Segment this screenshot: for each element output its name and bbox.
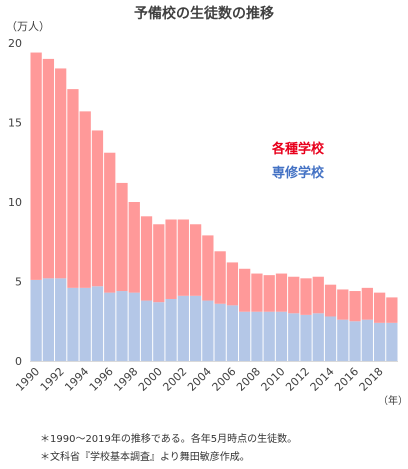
bar-segment-2011-series-0 bbox=[288, 313, 300, 361]
bar-segment-1996-series-0 bbox=[104, 292, 116, 361]
bar-segment-2009-series-1 bbox=[263, 275, 275, 312]
x-tick-label-2012: 2012 bbox=[283, 365, 312, 394]
x-tick-label-1998: 1998 bbox=[111, 365, 140, 394]
bar-segment-1997-series-1 bbox=[116, 182, 128, 292]
x-tick-label-2004: 2004 bbox=[185, 365, 214, 394]
bar-segment-1994-series-0 bbox=[79, 287, 91, 361]
bar-segment-2012-series-1 bbox=[300, 278, 312, 315]
bar-segment-1997-series-0 bbox=[116, 291, 128, 361]
bar-segment-2002-series-1 bbox=[177, 219, 189, 296]
bar-segment-2001-series-1 bbox=[165, 219, 177, 299]
footnote-period: ＊1990～2019年の推移である。各年5月時点の生徒数。 bbox=[40, 432, 297, 445]
bar-segment-2001-series-0 bbox=[165, 298, 177, 361]
legend-entry-0: 各種学校 bbox=[271, 141, 325, 157]
bar-segment-2017-series-1 bbox=[361, 287, 373, 320]
bar-segment-2018-series-0 bbox=[373, 322, 386, 361]
y-tick-label-10: 10 bbox=[8, 196, 22, 209]
x-tick-label-1994: 1994 bbox=[62, 365, 91, 394]
bar-segment-1992-series-1 bbox=[55, 68, 67, 279]
x-tick-label-2018: 2018 bbox=[357, 365, 386, 394]
y-tick-label-20: 20 bbox=[8, 37, 22, 50]
bar-segment-2008-series-1 bbox=[251, 273, 263, 312]
bar-segment-1998-series-0 bbox=[128, 292, 140, 361]
bar-segment-2007-series-1 bbox=[239, 268, 251, 312]
bar-segment-2016-series-1 bbox=[349, 291, 361, 322]
bar-segment-2002-series-0 bbox=[177, 295, 189, 361]
y-axis-label: （万人） bbox=[6, 20, 50, 33]
bar-segment-2012-series-0 bbox=[300, 314, 312, 361]
bar-segment-1999-series-1 bbox=[140, 216, 153, 301]
x-tick-label-2010: 2010 bbox=[259, 365, 288, 394]
x-tick-label-2014: 2014 bbox=[308, 365, 337, 394]
bar-segment-2003-series-0 bbox=[189, 295, 202, 361]
bar-segment-2006-series-1 bbox=[226, 262, 239, 306]
bar-segment-2015-series-1 bbox=[337, 289, 349, 320]
bar-segment-2000-series-0 bbox=[153, 302, 165, 361]
bar-segment-2013-series-1 bbox=[312, 276, 324, 314]
x-tick-label-2016: 2016 bbox=[332, 365, 361, 394]
legend-entry-1: 専修学校 bbox=[272, 165, 325, 181]
bar-segment-2003-series-1 bbox=[189, 224, 202, 296]
bar-segment-2010-series-1 bbox=[275, 273, 288, 312]
bar-segment-2004-series-0 bbox=[202, 300, 214, 361]
bar-segment-2009-series-0 bbox=[263, 311, 275, 361]
x-tick-label-1996: 1996 bbox=[87, 365, 116, 394]
bar-segment-2015-series-0 bbox=[337, 319, 349, 361]
bar-segment-2014-series-1 bbox=[324, 284, 337, 317]
y-tick-label-15: 15 bbox=[8, 117, 22, 130]
chart-title: 予備校の生徒数の推移 bbox=[134, 5, 274, 22]
bar-segment-1995-series-0 bbox=[91, 286, 104, 361]
bar-segment-2007-series-0 bbox=[239, 311, 251, 361]
bar-segment-1993-series-0 bbox=[67, 287, 79, 361]
x-tick-label-2006: 2006 bbox=[210, 365, 239, 394]
bar-segment-2005-series-1 bbox=[214, 251, 226, 304]
bar-segment-1999-series-0 bbox=[140, 300, 153, 361]
bar-segment-1993-series-1 bbox=[67, 89, 79, 288]
x-tick-label-1990: 1990 bbox=[13, 365, 42, 394]
bar-segment-2011-series-1 bbox=[288, 276, 300, 314]
bar-segment-1994-series-1 bbox=[79, 111, 91, 288]
x-axis-label: （年） bbox=[378, 394, 408, 407]
y-tick-label-0: 0 bbox=[15, 355, 22, 368]
bar-segment-1991-series-0 bbox=[42, 278, 55, 361]
bar-segment-2018-series-1 bbox=[373, 292, 386, 323]
x-tick-label-2000: 2000 bbox=[136, 365, 165, 394]
bar-segment-2016-series-0 bbox=[349, 321, 361, 361]
bar-segment-2010-series-0 bbox=[275, 311, 288, 361]
bar-segment-2014-series-0 bbox=[324, 316, 337, 361]
bar-segment-2006-series-0 bbox=[226, 305, 239, 361]
bar-segment-2000-series-1 bbox=[153, 224, 165, 303]
bar-segment-2005-series-0 bbox=[214, 303, 226, 361]
y-tick-label-5: 5 bbox=[15, 276, 22, 289]
x-axis-ticks: 1990199219941996199820002002200420062008… bbox=[13, 365, 385, 394]
bar-segment-1995-series-1 bbox=[91, 130, 104, 287]
bar-segment-1992-series-0 bbox=[55, 278, 67, 361]
bar-segment-2013-series-0 bbox=[312, 313, 324, 361]
y-axis-ticks: 0 5 10 15 20 bbox=[8, 37, 22, 368]
bar-segment-1990-series-0 bbox=[30, 279, 42, 361]
bar-segment-1998-series-1 bbox=[128, 202, 140, 293]
bar-segment-2019-series-1 bbox=[386, 297, 398, 323]
bar-segment-2017-series-0 bbox=[361, 319, 373, 361]
bar-segment-1990-series-1 bbox=[30, 52, 42, 280]
x-tick-label-1992: 1992 bbox=[38, 365, 67, 394]
x-tick-label-2008: 2008 bbox=[234, 365, 263, 394]
bars bbox=[30, 52, 398, 361]
bar-segment-1996-series-1 bbox=[104, 152, 116, 293]
bar-segment-2019-series-0 bbox=[386, 322, 398, 361]
bar-segment-2004-series-1 bbox=[202, 235, 214, 301]
footnote-source: ＊文科省『学校基本調査』より舞田敏彦作成。 bbox=[40, 450, 250, 463]
bar-segment-2008-series-0 bbox=[251, 311, 263, 361]
bar-segment-1991-series-1 bbox=[42, 58, 55, 279]
x-tick-label-2002: 2002 bbox=[160, 365, 189, 394]
